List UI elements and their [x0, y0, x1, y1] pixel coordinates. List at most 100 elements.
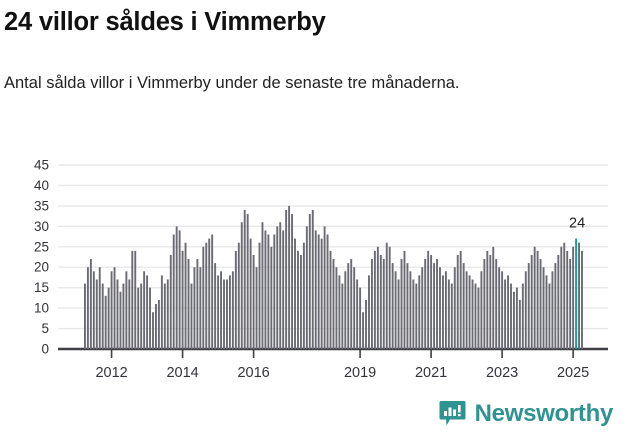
bar	[116, 279, 119, 349]
bar	[205, 242, 208, 349]
bar	[539, 259, 542, 349]
bar	[359, 287, 362, 349]
bar	[489, 254, 492, 349]
bar	[134, 250, 137, 349]
bar	[545, 275, 548, 349]
bar	[110, 271, 113, 349]
bar	[89, 259, 92, 349]
bar	[341, 283, 344, 349]
bar	[557, 254, 560, 349]
bar	[223, 279, 225, 349]
bar	[155, 304, 157, 349]
brand-name: Newsworthy	[474, 399, 614, 427]
x-axis-tick-label: 2016	[237, 365, 269, 381]
bar	[388, 246, 391, 349]
bar	[273, 234, 276, 349]
bar	[329, 250, 332, 349]
bar	[394, 271, 397, 349]
bar	[95, 279, 98, 349]
x-axis-tick-label: 2021	[415, 365, 447, 381]
bar	[160, 275, 163, 349]
bar	[450, 283, 453, 349]
bar	[231, 271, 234, 349]
bar	[187, 259, 190, 349]
bar	[563, 242, 566, 349]
bar	[365, 299, 367, 349]
bar	[474, 283, 477, 349]
y-axis-tick-label: 35	[34, 198, 49, 213]
bar	[84, 283, 86, 349]
bar	[211, 234, 214, 349]
y-axis-tick-label: 5	[41, 321, 49, 336]
highlight-value-label: 24	[569, 216, 585, 232]
bar	[246, 214, 249, 349]
bar	[459, 250, 462, 349]
bar	[415, 283, 418, 349]
bar	[285, 209, 288, 349]
bar	[255, 267, 258, 349]
bar	[107, 287, 110, 349]
bar	[444, 271, 447, 349]
bar	[400, 259, 403, 349]
bar	[276, 226, 279, 349]
bar	[492, 246, 495, 349]
bar	[119, 291, 122, 349]
bar	[578, 242, 580, 349]
bar	[465, 271, 468, 349]
bar	[370, 259, 373, 349]
bar	[237, 242, 240, 349]
bar	[483, 259, 486, 349]
bar	[270, 246, 273, 349]
bar	[566, 250, 569, 349]
bar	[468, 275, 471, 349]
bar	[98, 267, 101, 349]
page-title: 24 villor såldes i Vimmerby	[4, 8, 326, 36]
bar	[356, 279, 359, 349]
bar	[397, 279, 400, 349]
bar	[302, 242, 305, 349]
bar-highlighted	[575, 238, 578, 349]
bar	[317, 234, 320, 349]
bar	[214, 263, 217, 349]
bar	[530, 254, 533, 349]
bar	[143, 271, 146, 349]
bar	[368, 275, 370, 349]
bar	[202, 246, 205, 349]
bar	[258, 242, 261, 349]
bar	[308, 214, 311, 349]
brand-footer: Newsworthy	[439, 400, 613, 427]
bar	[433, 263, 436, 349]
bar	[501, 271, 504, 349]
bar	[572, 246, 575, 349]
bar	[125, 271, 128, 349]
bar-chart: 0 5 10 15 20 25 30 35 40 45 2012 2014 2016 2019 2021 20…	[0, 150, 631, 395]
bar	[190, 283, 193, 349]
y-axis-tick-label: 10	[34, 301, 49, 316]
bar	[320, 238, 323, 349]
bar	[175, 226, 178, 349]
bar	[412, 279, 415, 349]
bar	[518, 299, 521, 349]
bar	[471, 279, 474, 349]
bar	[510, 283, 512, 349]
bar	[560, 246, 563, 349]
bar	[163, 283, 166, 349]
newsworthy-logo-icon	[439, 400, 466, 427]
bar	[430, 254, 433, 349]
bar	[427, 250, 430, 349]
bar	[184, 242, 187, 349]
bar	[421, 267, 424, 349]
bar	[113, 267, 116, 349]
bar	[569, 259, 572, 349]
bar	[456, 254, 459, 349]
bar	[521, 283, 524, 349]
bar	[226, 279, 228, 349]
x-axis-tick-label: 2025	[557, 365, 589, 381]
bar	[217, 275, 220, 349]
bar	[314, 230, 317, 349]
bar	[536, 250, 539, 349]
bar	[527, 263, 530, 349]
bar	[391, 263, 394, 349]
bar	[379, 254, 382, 349]
